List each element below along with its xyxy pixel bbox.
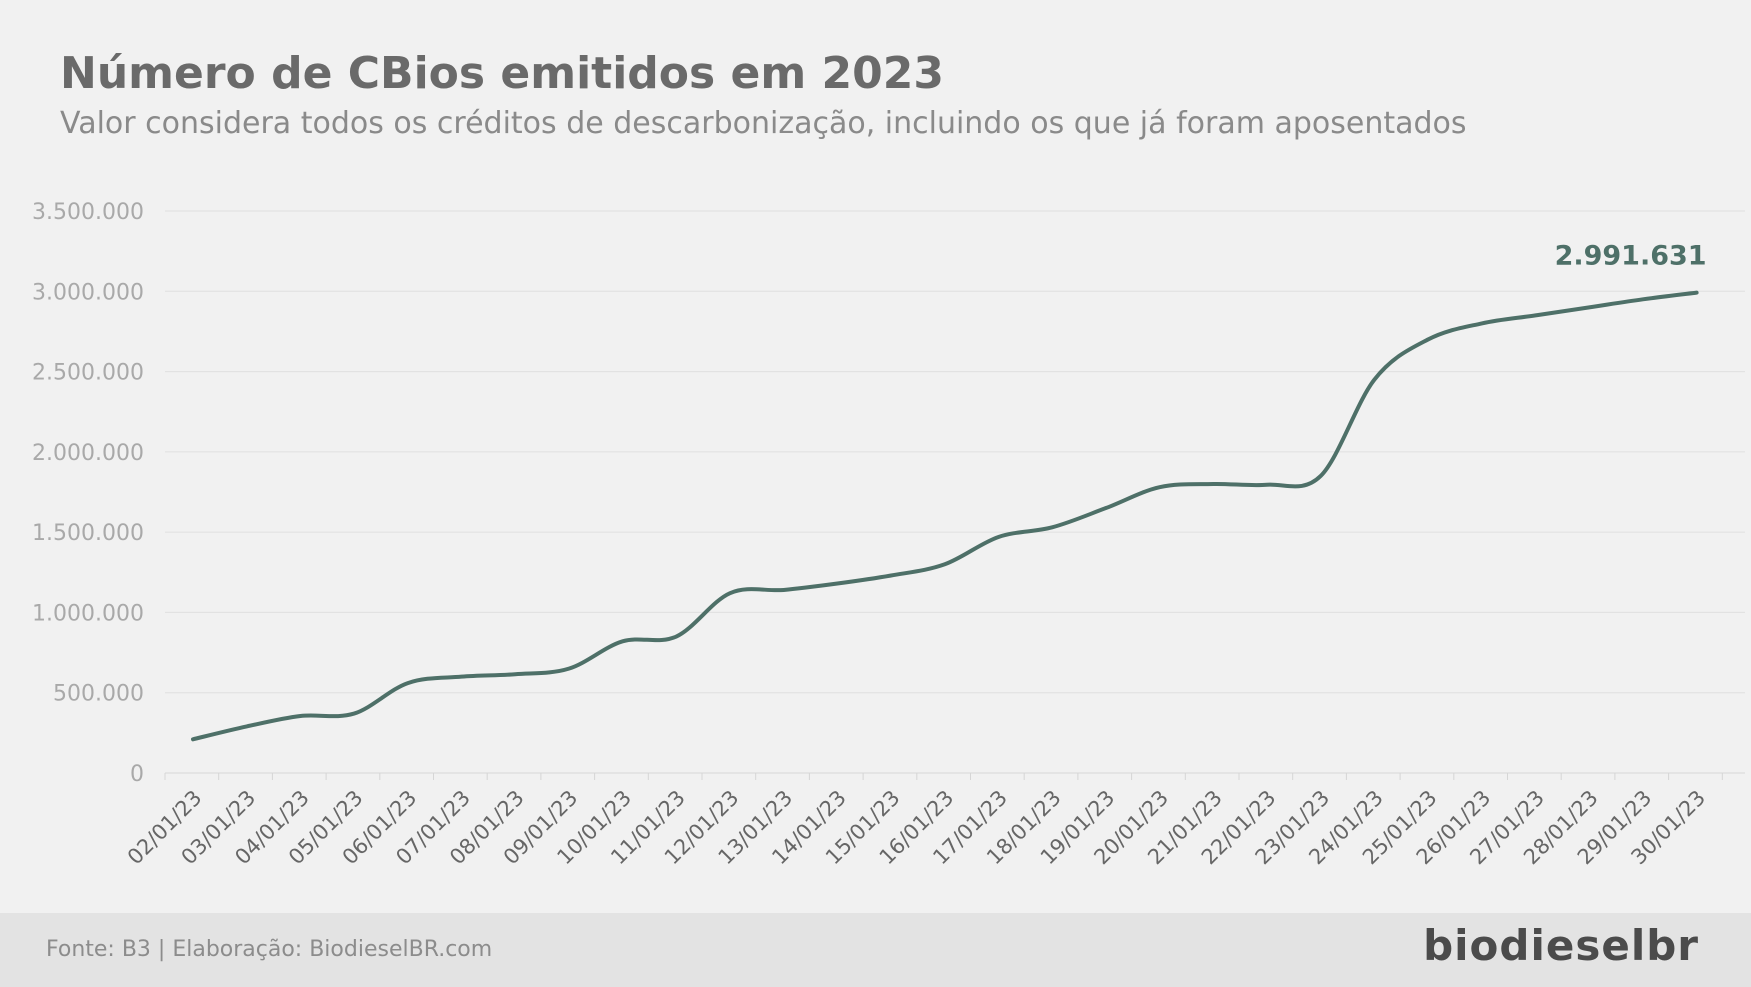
y-tick-label: 3.500.000 xyxy=(32,200,144,225)
y-tick-label: 1.500.000 xyxy=(32,521,144,546)
y-tick-label: 3.000.000 xyxy=(32,280,144,305)
line-chart: 0 500.000 1.000.000 1.500.000 2.000.000 2.500… xyxy=(32,200,1745,869)
y-tick-label: 1.000.000 xyxy=(32,601,144,626)
series-line-cbios xyxy=(191,290,1699,742)
y-tick-label: 0 xyxy=(130,762,144,787)
y-tick-label: 2.500.000 xyxy=(32,361,144,386)
last-value-label: 2.991.631 xyxy=(1555,241,1707,272)
chart-subtitle: Valor considera todos os créditos de des… xyxy=(60,106,1467,141)
biodieselbr-logo: biodieselbr xyxy=(1423,921,1699,970)
footer-bar: Fonte: B3 | Elaboração: BiodieselBR.com … xyxy=(0,913,1751,987)
y-tick-label: 2.000.000 xyxy=(32,441,144,466)
source-credit: Fonte: B3 | Elaboração: BiodieselBR.com xyxy=(46,937,493,962)
y-tick-label: 500.000 xyxy=(53,682,144,707)
chart-title: Número de CBios emitidos em 2023 xyxy=(60,48,944,99)
